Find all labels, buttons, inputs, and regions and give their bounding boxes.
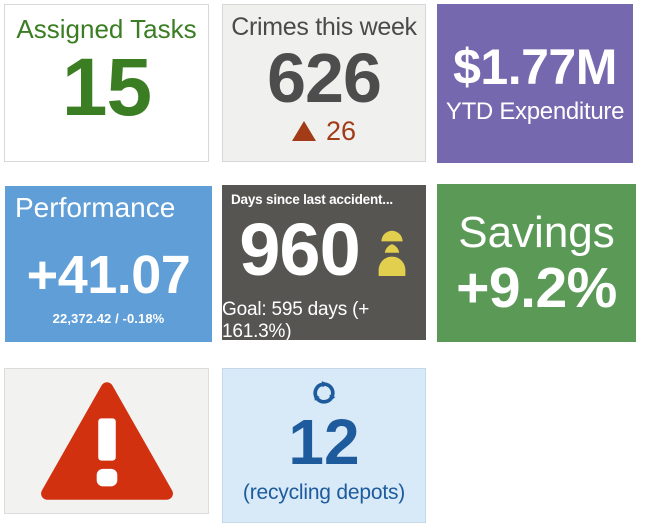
performance-detail: 22,372.42 / -0.18% [52, 311, 165, 326]
tile-recycling-depots: 12 (recycling depots) [222, 368, 426, 523]
exclamation-dot [96, 468, 117, 487]
expenditure-value: $1.77M [453, 38, 617, 95]
accident-goal: Goal: 595 days (+ 161.3%) [222, 299, 370, 340]
recycling-value: 12 [288, 406, 360, 478]
accident-value: 960 [239, 208, 360, 291]
accident-value-row: 960 [239, 208, 408, 291]
tile-ytd-expenditure: $1.77M YTD Expenditure [437, 4, 633, 163]
tile-assigned-tasks: Assigned Tasks 15 [4, 4, 209, 162]
assigned-tasks-value: 15 [61, 42, 152, 133]
warning-triangle-icon [40, 382, 173, 500]
crimes-delta: 26 [291, 115, 357, 147]
increase-arrow-icon [291, 121, 316, 142]
tile-savings: Savings +9.2% [437, 184, 636, 342]
worker-person-icon [378, 230, 406, 277]
tile-crimes-this-week: Crimes this week 626 26 [222, 4, 426, 162]
performance-title: Performance [15, 192, 176, 223]
performance-value: +41.07 [26, 245, 191, 305]
crimes-delta-value: 26 [325, 115, 357, 146]
recycling-label: (recycling depots) [242, 480, 406, 504]
expenditure-label: YTD Expenditure [445, 98, 625, 126]
savings-title: Savings [458, 207, 615, 257]
tile-performance: Performance +41.07 22,372.42 / -0.18% [5, 186, 212, 342]
crimes-title: Crimes this week [231, 13, 417, 41]
tile-days-since-accident: Days since last accident... 960 Goal: 59… [222, 185, 426, 340]
accident-title: Days since last accident... [231, 192, 393, 207]
crimes-value: 626 [267, 39, 382, 117]
tile-warning [4, 368, 209, 514]
recycle-icon [313, 381, 336, 404]
savings-value: +9.2% [456, 256, 617, 321]
assigned-tasks-title: Assigned Tasks [16, 14, 197, 44]
exclamation-bar [97, 418, 116, 461]
